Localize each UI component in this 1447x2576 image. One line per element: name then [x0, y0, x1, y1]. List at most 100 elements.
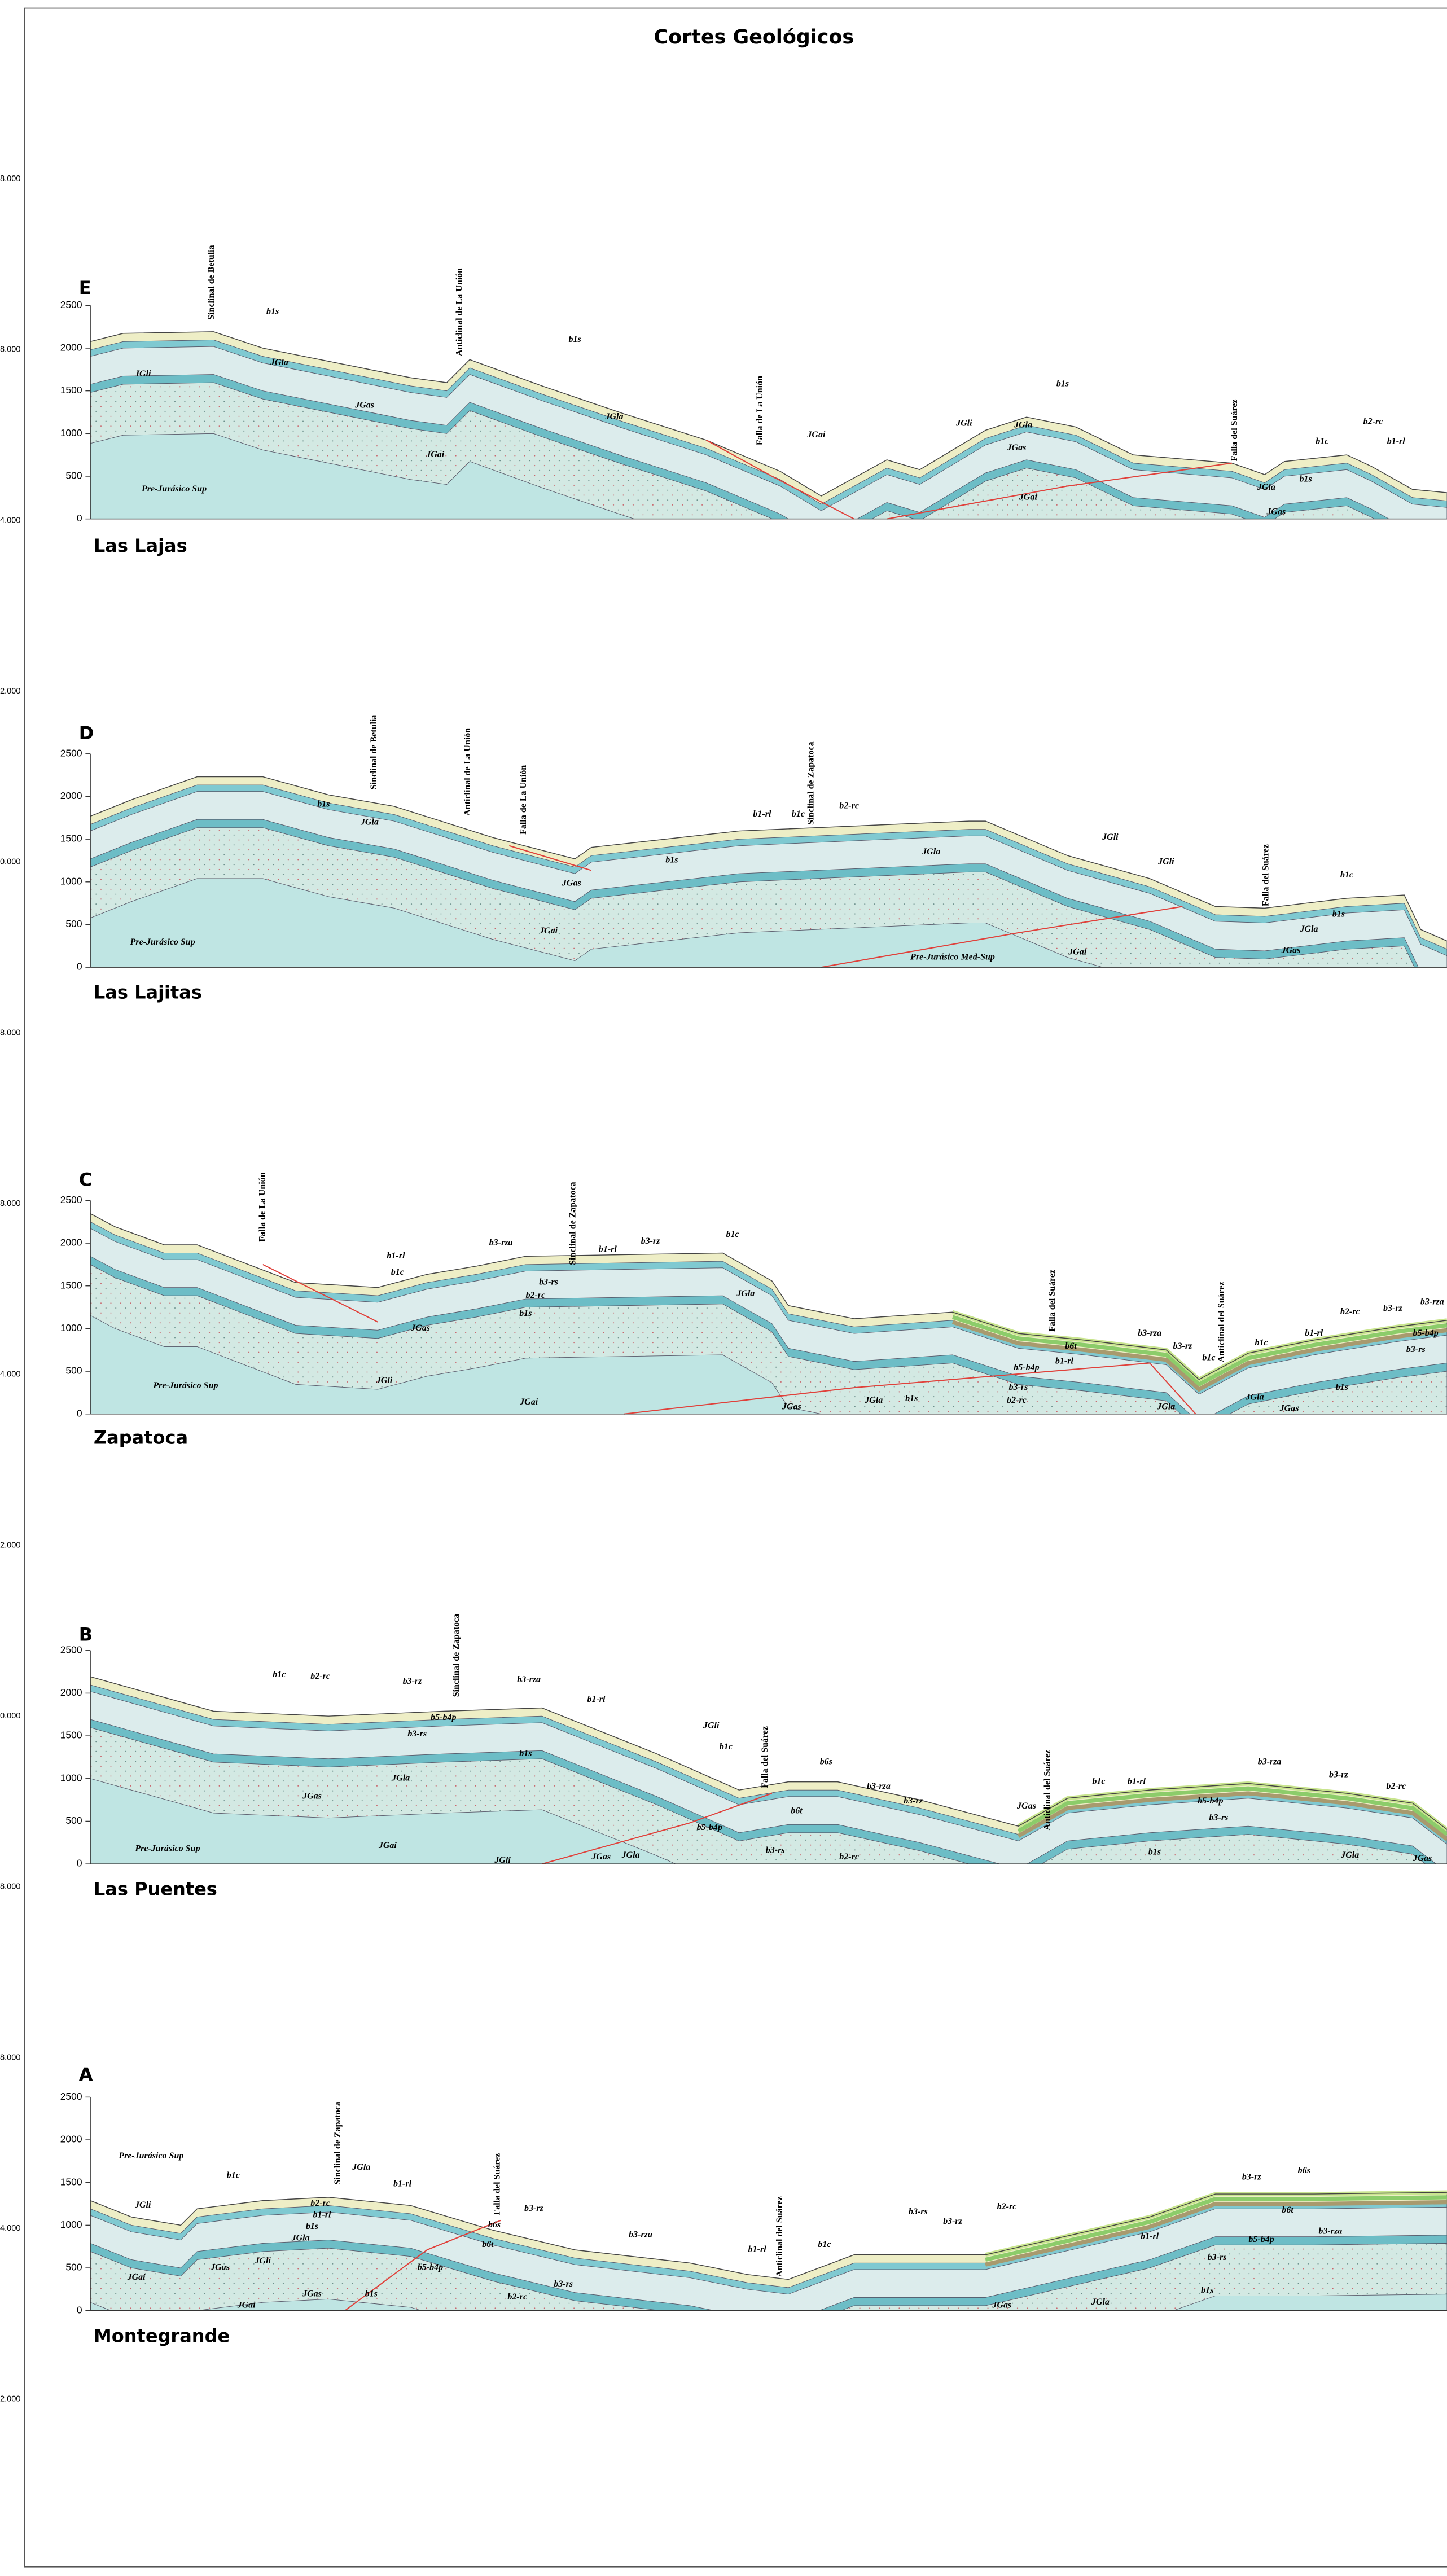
unit-label: b3-rza [629, 2230, 652, 2240]
unit-label: b1s [665, 855, 678, 865]
cover-layer [1017, 1786, 1447, 1836]
cross-section: 0 500 1000 1500 2000 2500 A Montegrande Sinclina… [60, 2064, 1447, 2346]
structure-label: Falla de La Unión [257, 1172, 267, 1241]
unit-label: b2-rc [310, 2198, 330, 2208]
unit-label: b1c [818, 2240, 831, 2249]
structure-label: Falla del Suárez [760, 1726, 770, 1788]
unit-label: JGla [1300, 924, 1318, 934]
y-tick-label: 1500 [60, 833, 82, 844]
y-tick-label: 500 [65, 1365, 82, 1376]
unit-label: b1s [1201, 2285, 1213, 2295]
unit-label: b1s [1300, 474, 1312, 484]
y-tick-label: 1000 [60, 2219, 82, 2230]
unit-label: b3-rza [1258, 1757, 1282, 1766]
structure-label: Falla de La Unión [755, 376, 765, 445]
unit-label: b5-b4p [1014, 1363, 1039, 1372]
unit-label: JGla [864, 1395, 883, 1405]
unit-label: JGli [1157, 857, 1174, 867]
surface [90, 776, 1447, 942]
structure-label: Falla del Suárez [1047, 1270, 1057, 1332]
y-tick-label: 0 [77, 512, 82, 524]
unit-label: b1c [1340, 870, 1353, 880]
cross-section: 0 500 1000 1500 2000 2500 C Zapatoca Falla de La… [60, 1169, 1447, 1448]
cover-layer [985, 2200, 1447, 2267]
unit-label: b2-rc [1386, 1781, 1406, 1791]
unit-label: b2-rc [1007, 1395, 1027, 1405]
unit-label: JGas [1412, 1854, 1432, 1863]
unit-label: JGla [1091, 2297, 1110, 2307]
unit-label: b6t [791, 1806, 803, 1816]
structure-label: Anticlinal del Suárez [775, 2196, 784, 2277]
unit-label: JGas [782, 1402, 801, 1412]
unit-label: JGai [426, 450, 445, 459]
structure-label: Falla del Suárez [493, 2153, 502, 2215]
rock-layer [90, 433, 1028, 519]
unit-label: b3-rz [1383, 1304, 1403, 1313]
layers [90, 1213, 1447, 1414]
structure-label: Falla del Suárez [1230, 400, 1239, 462]
unit-label: b2-rc [525, 1291, 545, 1300]
y-tick-label: 500 [65, 470, 82, 481]
edge-label: 8.000 [0, 345, 20, 354]
unit-label: b3-rs [554, 2279, 573, 2289]
unit-label: b1c [1092, 1776, 1105, 1786]
rock-layer [90, 1778, 677, 1864]
unit-label: b1c [391, 1267, 404, 1277]
title: Cortes Geológicos [654, 26, 854, 49]
fault [508, 845, 592, 871]
structure-label: Sinclinal de Betulia [369, 715, 379, 789]
unit-label: b3-rza [1420, 1297, 1444, 1306]
unit-label: Pre-Jurásico Sup [118, 2151, 183, 2161]
layers [90, 776, 1447, 968]
unit-label: b3-rz [641, 1236, 661, 1246]
unit-label: JGla [360, 818, 379, 827]
unit-label: b3-rz [1242, 2173, 1262, 2182]
unit-label: b5-b4p [431, 1713, 456, 1722]
rock-layer [90, 2294, 1447, 2311]
structure-label: Sinclinal de Zapatoca [451, 1614, 461, 1697]
y-tick-label: 2000 [60, 790, 82, 801]
unit-label: b5-b4p [697, 1823, 722, 1832]
unit-label: JGla [1156, 1402, 1175, 1412]
unit-label: JGli [1102, 832, 1119, 842]
unit-label: JGai [1019, 492, 1038, 502]
unit-label: JGai [806, 430, 826, 440]
surface [90, 1676, 1447, 1830]
unit-label: b5-b4p [1248, 2235, 1274, 2244]
unit-label: b1s [1148, 1847, 1161, 1857]
unit-label: JGla [352, 2162, 370, 2172]
unit-label: JGla [736, 1289, 755, 1298]
surface [90, 331, 1447, 497]
unit-label: JGas [591, 1852, 611, 1862]
unit-label: b1-rl [753, 809, 771, 819]
edge-label: 0.000 [0, 1712, 20, 1721]
unit-label: b1c [1255, 1338, 1268, 1348]
unit-label: b3-rz [403, 1677, 423, 1686]
unit-label: JGas [410, 1323, 430, 1333]
unit-label: b1s [317, 800, 330, 809]
surface [90, 1213, 1447, 1380]
section-name: Las Puentes [94, 1879, 217, 1900]
unit-label: b1s [1336, 1383, 1348, 1392]
unit-label: b3-rz [1329, 1770, 1349, 1780]
y-tick-label: 2500 [60, 299, 82, 310]
y-tick-label: 2000 [60, 2134, 82, 2145]
y-tick-label: 1500 [60, 2176, 82, 2187]
section-name: Montegrande [94, 2325, 230, 2346]
unit-label: b6s [488, 2220, 501, 2230]
unit-label: JGas [992, 2301, 1011, 2310]
edge-label: 8.000 [0, 2053, 20, 2062]
y-tick-label: 1000 [60, 875, 82, 887]
y-tick-label: 0 [77, 1858, 82, 1869]
fault [262, 1263, 378, 1323]
unit-label: JGli [703, 1721, 720, 1730]
unit-label: b2-rc [1363, 417, 1383, 427]
unit-label: b1s [306, 2222, 318, 2231]
edge-label: 8.000 [0, 1028, 20, 1037]
edge-label: 2.000 [0, 687, 20, 696]
y-tick-label: 1000 [60, 1322, 82, 1333]
structure-label: Sinclinal de Zapatoca [568, 1182, 577, 1265]
edge-label: 2.000 [0, 2395, 20, 2404]
edge-label: 2.000 [0, 1541, 20, 1550]
section-letter: E [79, 277, 91, 299]
